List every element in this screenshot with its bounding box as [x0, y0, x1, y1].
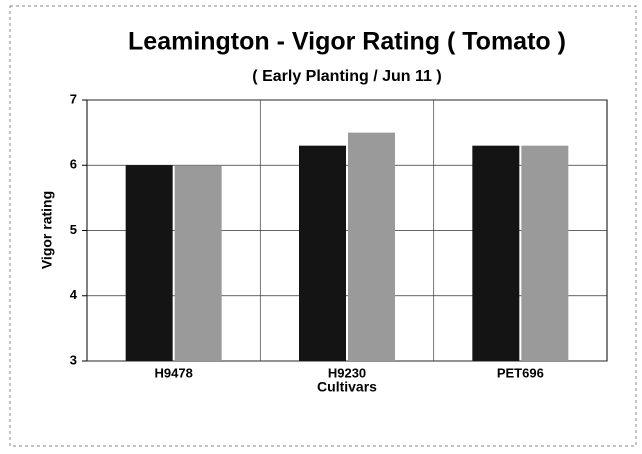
bar [348, 132, 395, 361]
bar [174, 165, 222, 361]
y-tick-label: 4 [70, 287, 78, 302]
chart-subtitle: ( Early Planting / Jun 11 ) [252, 68, 441, 85]
bar [299, 145, 346, 361]
bar [472, 145, 520, 361]
y-tick-label: 7 [70, 91, 77, 106]
x-tick-label: H9230 [328, 365, 366, 380]
bar [125, 165, 173, 361]
x-tick-label: H9478 [155, 365, 193, 380]
x-tick-label: PET696 [497, 365, 544, 380]
y-tick-label: 5 [70, 222, 77, 237]
y-tick-label: 6 [70, 157, 77, 172]
bar [521, 145, 569, 361]
chart-border [9, 5, 637, 447]
x-axis-label: Cultivars [317, 379, 377, 395]
y-tick-label: 3 [70, 352, 77, 367]
chart-title: Leamington - Vigor Rating ( Tomato ) [128, 28, 566, 56]
y-axis-label: Vigor rating [39, 191, 55, 269]
